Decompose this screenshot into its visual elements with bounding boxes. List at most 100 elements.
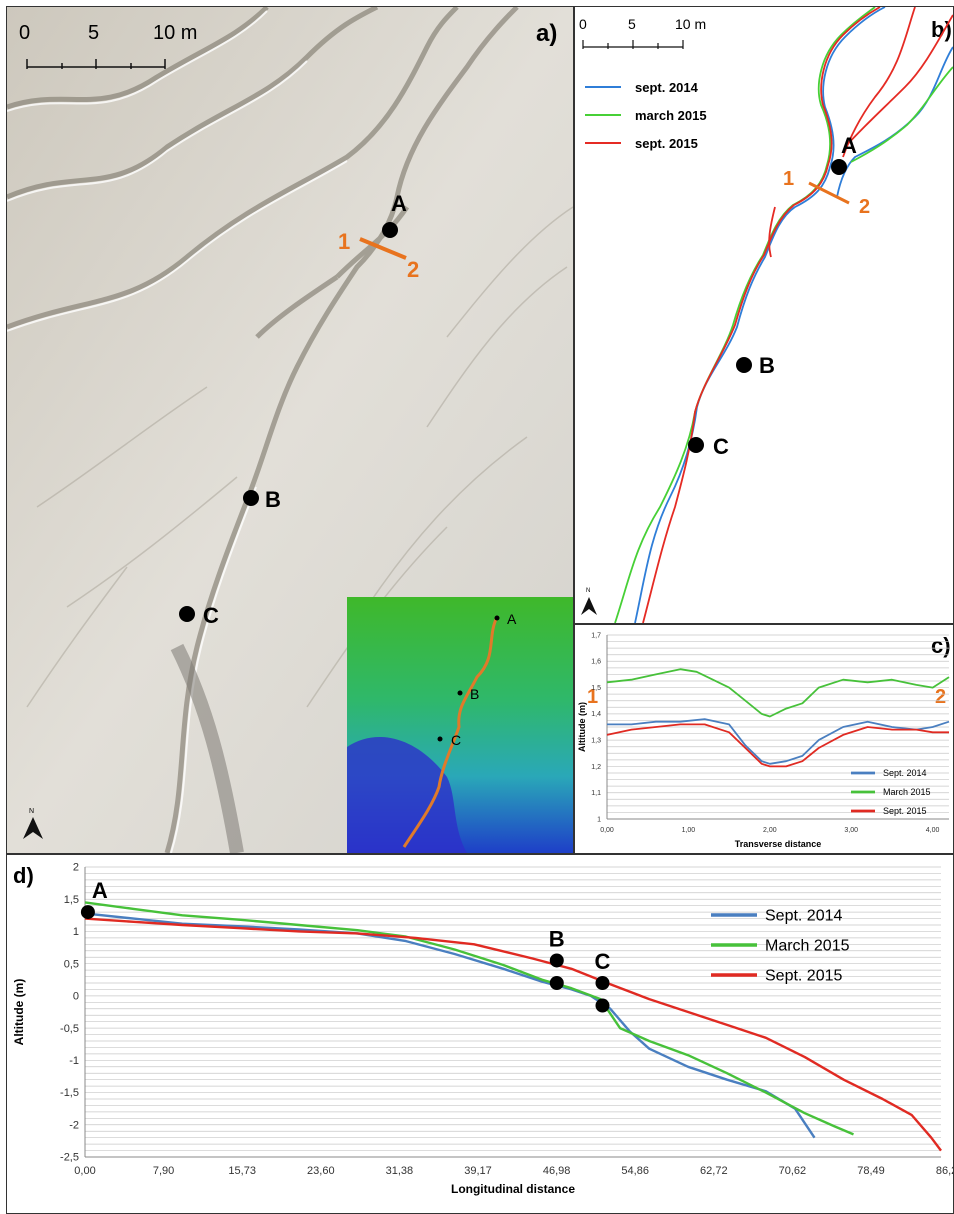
y-tick-label: -2: [69, 1119, 79, 1131]
c-right-label: 2: [935, 686, 946, 708]
panel-b-scale-bar: 0 5 10 m: [579, 16, 706, 49]
profile-point-marker: [595, 976, 610, 990]
point-c-label: C: [203, 603, 219, 628]
svg-text:N: N: [586, 588, 590, 594]
x-tick-label: 23,60: [307, 1165, 335, 1177]
legend-sept-2015: sept. 2015: [635, 136, 698, 151]
series-line-3: [606, 723, 949, 768]
point-b-marker: [243, 490, 259, 506]
point-c-marker: [179, 606, 195, 622]
b-point-b-marker: [736, 357, 752, 373]
y-axis-title: Altitude (m): [12, 979, 26, 1046]
profile-point-marker: [80, 905, 95, 920]
y-tick-label: 1,3: [591, 737, 601, 744]
series-line-3: [84, 917, 942, 1152]
x-tick-label: 54,86: [621, 1165, 649, 1177]
inset-point-a: A: [507, 611, 517, 627]
x-tick-label: 46,98: [543, 1165, 571, 1177]
y-tick-label: 1: [73, 926, 79, 938]
map-scale-bar: 0 5 10 m: [19, 22, 197, 69]
profile-point-marker: [595, 998, 610, 1013]
b-scale-tick-0: 0: [579, 16, 587, 32]
profile-point-marker: [549, 976, 564, 990]
y-tick-label: 1,5: [591, 685, 601, 692]
b-transect-end: 2: [859, 196, 870, 218]
profile-point-marker: [549, 953, 564, 968]
y-tick-label: 1,4: [591, 711, 601, 718]
panel-c-label: c): [931, 633, 951, 658]
profile-point-label: A: [92, 878, 108, 903]
scale-tick-5: 5: [88, 22, 99, 44]
scale-tick-10m: 10 m: [153, 22, 197, 44]
panel-c-transverse-profile: c) 1 2 1 1,1 1,2 1,3 1,4 1,5 1,6 1,7 0,00 1,00 2,0…: [574, 624, 954, 854]
inset-point-b: B: [470, 686, 479, 702]
y-tick-label: 1: [597, 816, 601, 823]
y-tick-label: -1,5: [60, 1087, 79, 1099]
legend-entry: Sept. 2015: [883, 806, 927, 816]
x-tick-label: 39,17: [464, 1165, 492, 1177]
profile-point-label: C: [594, 949, 610, 974]
legend-sept-2014: sept. 2014: [635, 80, 699, 95]
b-scale-tick-5: 5: [628, 16, 636, 32]
x-tick-label: 4,00: [926, 827, 940, 834]
north-arrow-icon: N: [23, 808, 43, 839]
y-tick-label: 1,6: [591, 659, 601, 666]
y-tick-label: -2,5: [60, 1152, 79, 1164]
panel-b-channel-outlines: 0 5 10 m b) sept. 2014 march 2015 sept. …: [574, 6, 954, 624]
x-tick-label: 70,62: [779, 1165, 807, 1177]
x-axis-title: Longitudinal distance: [451, 1182, 575, 1196]
b-transect-line: [808, 181, 850, 205]
c-left-label: 1: [587, 686, 598, 708]
inset-point-c: C: [451, 732, 461, 748]
legend-march-2015: march 2015: [635, 108, 707, 123]
y-tick-label: 1,1: [591, 790, 601, 797]
x-axis-title: Transverse distance: [735, 839, 822, 849]
legend-entry: March 2015: [883, 787, 931, 797]
profile-point-label: B: [549, 926, 565, 951]
transect-end-label: 2: [407, 257, 419, 282]
relief-map-image: 0 5 10 m a) A 1 2 B C N A B C: [7, 7, 573, 853]
y-tick-label: 1,2: [591, 764, 601, 771]
svg-text:N: N: [29, 808, 34, 815]
panel-a-label: a): [536, 20, 557, 47]
point-b-label: B: [265, 487, 281, 512]
panel-d-label: d): [13, 863, 34, 888]
b-scale-tick-10m: 10 m: [675, 16, 706, 32]
x-tick-label: 15,73: [228, 1165, 256, 1177]
x-tick-label: 2,00: [763, 827, 777, 834]
x-tick-label: 7,90: [153, 1165, 174, 1177]
x-tick-label: 0,00: [600, 827, 614, 834]
x-tick-label: 78,49: [857, 1165, 885, 1177]
channel-outline-map: 0 5 10 m b) sept. 2014 march 2015 sept. …: [579, 7, 953, 623]
b-transect-start: 1: [783, 168, 794, 190]
b-point-c-label: C: [713, 434, 729, 459]
y-tick-label: -0,5: [60, 1023, 79, 1035]
x-tick-label: 31,38: [386, 1165, 414, 1177]
series-line-1: [607, 718, 950, 765]
b-point-a-label: A: [841, 133, 857, 158]
y-tick-label: 0: [73, 991, 79, 1003]
panel-b-legend: sept. 2014 march 2015 sept. 2015: [585, 80, 707, 151]
legend-entry: Sept. 2014: [765, 907, 843, 924]
x-tick-label: 1,00: [682, 827, 696, 834]
channel-outlines: [614, 7, 953, 623]
point-a-marker: [382, 222, 398, 238]
y-tick-label: -1: [69, 1055, 79, 1067]
point-a-label: A: [391, 191, 407, 216]
b-point-b-label: B: [759, 353, 775, 378]
inset-dem-map: A B C: [347, 597, 573, 853]
x-tick-label: 62,72: [700, 1165, 728, 1177]
b-point-a-marker: [831, 159, 847, 175]
y-tick-label: 2: [73, 862, 79, 874]
y-tick-label: 1,5: [64, 894, 79, 906]
x-tick-label: 0,00: [74, 1165, 95, 1177]
longitudinal-profile-chart: d) -2,5 -2 -1,5 -1 -0,5 0 0,5 1 1,5 2 0,00 7,90 15,7…: [12, 862, 953, 1196]
series-line-2: [606, 668, 950, 718]
b-point-c-marker: [688, 437, 704, 453]
b-north-arrow-icon: N: [581, 588, 597, 615]
legend-entry: Sept. 2014: [883, 768, 927, 778]
transect-start-label: 1: [338, 229, 350, 254]
x-tick-label: 86,28: [936, 1165, 953, 1177]
scale-tick-0: 0: [19, 22, 30, 44]
series-line-2: [84, 901, 854, 1136]
